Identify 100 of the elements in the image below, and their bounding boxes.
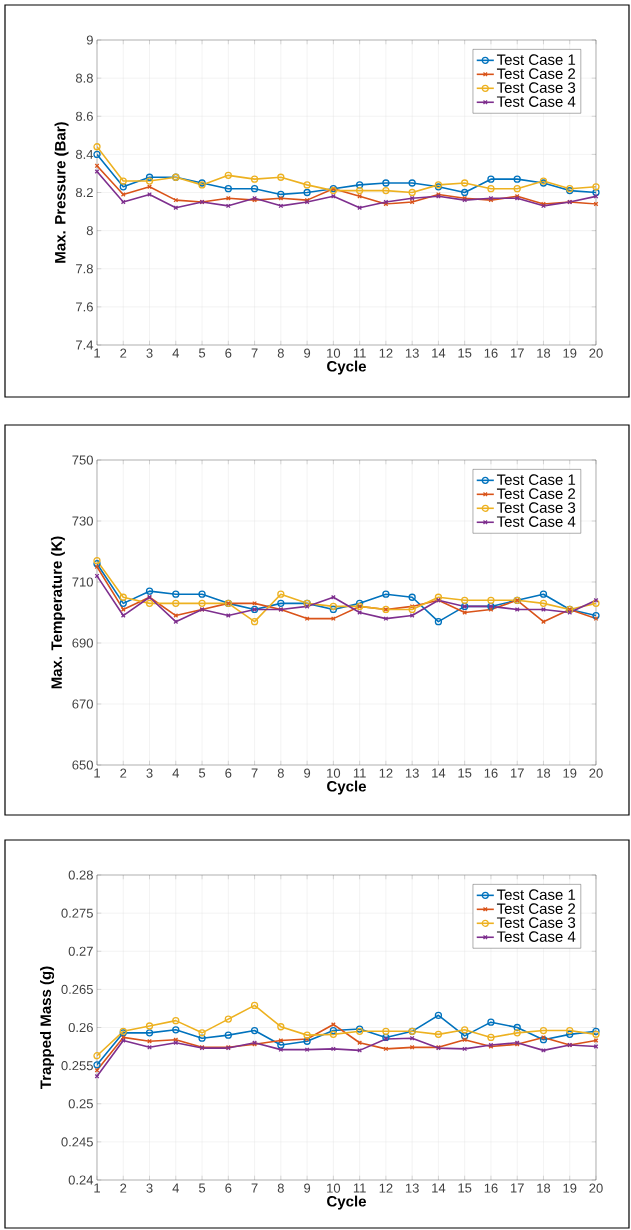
- x-tick-label: 1: [94, 348, 100, 358]
- x-tick-label: 14: [432, 348, 446, 358]
- x-tick-label: 4: [172, 1183, 180, 1193]
- y-axis-title: Max. Temperature (K): [50, 536, 65, 689]
- y-axis-title: Max. Pressure (Bar): [54, 122, 69, 263]
- y-tick-label: 8.2: [75, 187, 93, 198]
- x-axis-title: Cycle: [327, 1195, 366, 1210]
- x-tick-label: 20: [589, 348, 603, 358]
- x-tick-label: 17: [510, 348, 524, 358]
- y-tick-label: 0.28: [68, 870, 93, 880]
- y-tick-label: 0.26: [68, 1022, 93, 1033]
- y-tick-label: 7.4: [76, 340, 94, 350]
- x-tick-label: 16: [484, 1183, 498, 1193]
- x-tick-label: 19: [563, 348, 577, 358]
- y-tick-label: 670: [72, 699, 93, 709]
- y-tick-label: 7.8: [76, 264, 93, 274]
- x-tick-label: 3: [146, 348, 153, 358]
- legend-label: Test Case 1: [496, 474, 576, 485]
- x-tick-label: 10: [327, 348, 341, 358]
- x-tick-label: 12: [379, 348, 393, 358]
- x-tick-label: 13: [405, 768, 419, 778]
- x-tick-label: 14: [432, 768, 446, 778]
- legend-label: Test Case 2: [496, 903, 576, 914]
- x-tick-label: 17: [510, 768, 524, 778]
- x-tick-label: 5: [198, 1183, 206, 1193]
- x-tick-label: 19: [563, 1183, 577, 1193]
- y-axis-title: Trapped Mass (g): [40, 966, 55, 1090]
- x-tick-label: 10: [327, 768, 341, 778]
- y-tick-label: 0.25: [68, 1099, 93, 1109]
- y-tick-label: 0.265: [61, 984, 93, 994]
- x-tick-label: 6: [225, 768, 232, 778]
- x-tick-label: 19: [563, 768, 577, 778]
- x-tick-label: 10: [327, 1183, 341, 1193]
- x-tick-label: 4: [172, 768, 180, 778]
- legend-label: Test Case 4: [496, 96, 576, 107]
- x-tick-label: 16: [484, 768, 498, 778]
- x-tick-label: 7: [251, 768, 258, 778]
- y-tick-label: 730: [72, 516, 93, 526]
- x-tick-label: 2: [120, 1183, 127, 1193]
- y-tick-label: 0.27: [68, 946, 93, 956]
- x-tick-label: 11: [353, 348, 366, 358]
- y-tick-label: 0.275: [61, 908, 93, 918]
- x-tick-label: 13: [405, 1183, 419, 1193]
- legend-label: Test Case 2: [496, 488, 576, 499]
- y-tick-label: 7.6: [76, 302, 93, 312]
- legend-label: Test Case 3: [496, 502, 576, 513]
- x-tick-label: 18: [537, 348, 551, 358]
- x-tick-label: 6: [225, 1183, 232, 1193]
- x-tick-label: 7: [251, 1183, 258, 1193]
- x-tick-label: 11: [353, 768, 366, 778]
- x-tick-label: 20: [589, 768, 603, 778]
- x-tick-label: 3: [146, 1183, 153, 1193]
- x-tick-label: 3: [146, 768, 153, 778]
- x-tick-label: 12: [379, 768, 393, 778]
- x-tick-label: 15: [458, 1183, 472, 1193]
- y-tick-label: 650: [72, 760, 93, 770]
- x-tick-label: 11: [353, 1183, 366, 1193]
- y-tick-label: 8.4: [75, 149, 94, 159]
- x-tick-label: 12: [379, 1183, 393, 1193]
- x-tick-label: 9: [304, 1183, 311, 1193]
- x-tick-label: 8: [277, 1183, 284, 1193]
- legend-label: Test Case 3: [496, 917, 576, 928]
- legend-label: Test Case 4: [496, 516, 576, 527]
- x-tick-label: 1: [94, 768, 100, 778]
- x-tick-label: 14: [432, 1183, 446, 1193]
- x-tick-label: 9: [304, 348, 311, 358]
- legend-label: Test Case 1: [496, 889, 576, 900]
- y-tick-label: 710: [72, 577, 93, 587]
- y-tick-label: 8.6: [75, 111, 93, 121]
- legend-label: Test Case 4: [496, 931, 576, 942]
- x-tick-label: 6: [225, 348, 232, 358]
- x-tick-label: 17: [510, 1183, 524, 1193]
- x-tick-label: 2: [120, 348, 127, 358]
- x-tick-label: 8: [277, 768, 284, 778]
- x-tick-label: 18: [537, 768, 551, 778]
- x-tick-label: 15: [458, 348, 472, 358]
- x-tick-label: 20: [589, 1183, 603, 1193]
- x-axis-title: Cycle: [327, 780, 366, 795]
- y-tick-label: 8: [86, 226, 93, 236]
- y-tick-label: 9: [86, 35, 93, 45]
- x-tick-label: 16: [484, 348, 498, 358]
- x-tick-label: 4: [172, 348, 180, 358]
- y-tick-label: 690: [72, 638, 93, 648]
- x-tick-label: 1: [94, 1183, 100, 1193]
- y-tick-label: 8.8: [75, 73, 93, 83]
- x-tick-label: 8: [277, 348, 284, 358]
- y-tick-label: 0.255: [61, 1061, 93, 1071]
- x-tick-label: 9: [304, 768, 311, 778]
- legend-label: Test Case 1: [496, 54, 576, 65]
- x-tick-label: 15: [458, 768, 472, 778]
- x-tick-label: 18: [537, 1183, 551, 1193]
- x-tick-label: 5: [198, 348, 206, 358]
- legend-label: Test Case 2: [496, 68, 576, 79]
- x-tick-label: 7: [251, 348, 258, 358]
- x-axis-title: Cycle: [327, 360, 366, 375]
- x-tick-label: 13: [405, 348, 419, 358]
- y-tick-label: 750: [72, 455, 93, 465]
- x-tick-label: 2: [120, 768, 127, 778]
- x-tick-label: 5: [198, 768, 206, 778]
- y-tick-label: 0.24: [68, 1175, 94, 1185]
